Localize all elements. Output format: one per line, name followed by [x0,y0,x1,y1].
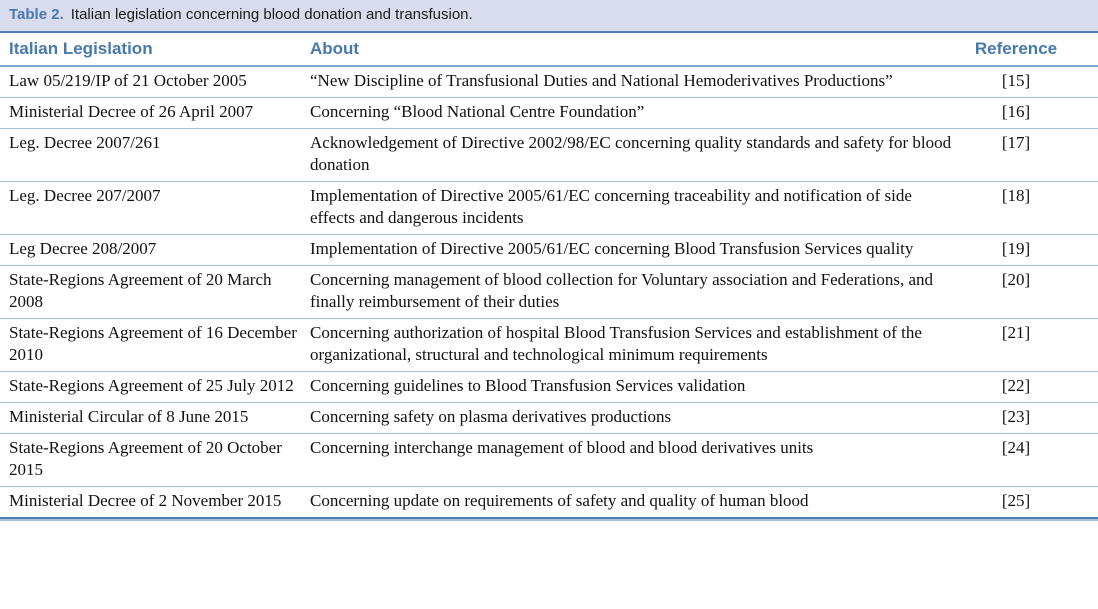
reference-cell: [17] [960,128,1098,182]
about-cell: Implementation of Directive 2005/61/EC c… [310,234,960,266]
legislation-cell: Law 05/219/IP of 21 October 2005 [0,66,310,98]
about-cell: Concerning interchange management of blo… [310,433,960,487]
about-cell: Concerning authorization of hospital Blo… [310,318,960,372]
legislation-cell: State-Regions Agreement of 16 December 2… [0,318,310,372]
about-cell: Concerning update on requirements of saf… [310,491,809,510]
reference-cell: [24] [960,433,1098,487]
table-row: Ministerial Circular of 8 June 2015 Conc… [0,402,1098,434]
about-cell: Acknowledgement of Directive 2002/98/EC … [310,128,960,182]
table-row: Leg. Decree 207/2007 Implementation of D… [0,181,1098,235]
table-row: State-Regions Agreement of 16 December 2… [0,318,1098,372]
legislation-cell: State-Regions Agreement of 20 October 20… [0,433,310,487]
reference-cell: [21] [960,318,1098,372]
legislation-cell: Ministerial Decree of 2 November 2015 [9,491,282,510]
table-row: Leg. Decree 2007/261 Acknowledgement of … [0,128,1098,182]
header-row: Italian Legislation About Reference [0,33,1098,67]
reference-cell: [19] [960,234,1098,266]
reference-cell: [15] [960,66,1098,98]
column-header-reference: Reference [960,33,1098,67]
table-row: Leg Decree 208/2007 Implementation of Di… [0,234,1098,266]
legislation-cell: State-Regions Agreement of 25 July 2012 [0,371,310,403]
table-caption: Table 2. Italian legislation concerning b… [0,0,1098,33]
table-bottom-rule-dark [0,517,1098,519]
reference-cell: [18] [960,181,1098,235]
about-cell: Concerning guidelines to Blood Transfusi… [310,371,960,403]
table-bottom-rule-light [0,519,1098,521]
table-row: State-Regions Agreement of 20 March 2008… [0,265,1098,319]
table-row: State-Regions Agreement of 20 October 20… [0,433,1098,487]
legislation-cell: Leg. Decree 207/2007 [0,181,310,235]
legislation-table: Table 2. Italian legislation concerning b… [0,0,1098,521]
reference-cell: [25] [1001,491,1031,510]
column-header-about: About [310,33,960,67]
data-table: Italian Legislation About Reference Law … [0,33,1098,517]
table-row: Ministerial Decree of 2 November 2015 Co… [0,487,1098,518]
table-row: State-Regions Agreement of 25 July 2012 … [0,371,1098,403]
legislation-cell: Leg Decree 208/2007 [0,234,310,266]
reference-cell: [23] [960,402,1098,434]
legislation-cell: Leg. Decree 2007/261 [0,128,310,182]
table-row: Ministerial Decree of 26 April 2007 Conc… [0,97,1098,129]
legislation-cell: Ministerial Decree of 26 April 2007 [0,97,310,129]
about-cell: Implementation of Directive 2005/61/EC c… [310,181,960,235]
table-row: Law 05/219/IP of 21 October 2005 “New Di… [0,66,1098,98]
reference-cell: [22] [960,371,1098,403]
table-caption-label: Table 2. [9,6,64,23]
about-cell: Concerning management of blood collectio… [310,265,960,319]
about-cell: “New Discipline of Transfusional Duties … [310,66,960,98]
about-cell: Concerning safety on plasma derivatives … [310,402,960,434]
column-header-legislation: Italian Legislation [0,33,310,67]
legislation-cell: State-Regions Agreement of 20 March 2008 [0,265,310,319]
reference-cell: [16] [960,97,1098,129]
legislation-cell: Ministerial Circular of 8 June 2015 [0,402,310,434]
table-caption-text: Italian legislation concerning blood don… [70,6,473,23]
about-cell: Concerning “Blood National Centre Founda… [310,97,960,129]
reference-cell: [20] [960,265,1098,319]
